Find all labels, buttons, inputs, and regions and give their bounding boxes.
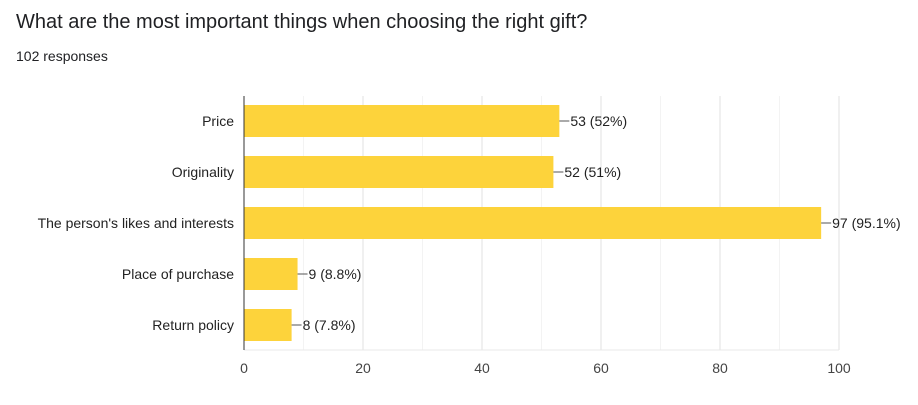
bar <box>244 105 560 137</box>
data-label: 8 (7.8%) <box>303 317 356 333</box>
data-label: 97 (95.1%) <box>832 215 900 231</box>
bar <box>244 258 298 290</box>
category-label: Return policy <box>152 317 234 333</box>
x-tick-label: 60 <box>593 360 609 376</box>
x-tick-label: 40 <box>474 360 490 376</box>
x-tick-label: 0 <box>240 360 248 376</box>
bar <box>244 309 292 341</box>
question-title: What are the most important things when … <box>16 11 588 33</box>
bar <box>244 156 554 188</box>
bar <box>244 207 822 239</box>
data-label: 9 (8.8%) <box>309 266 362 282</box>
x-tick-label: 80 <box>712 360 728 376</box>
x-tick-label: 100 <box>827 360 851 376</box>
category-label: Price <box>202 113 234 129</box>
data-label: 52 (51%) <box>564 164 621 180</box>
category-label: Originality <box>172 164 234 180</box>
x-tick-label: 20 <box>355 360 371 376</box>
category-label: The person's likes and interests <box>38 215 234 231</box>
response-count: 102 responses <box>16 48 108 64</box>
category-label: Place of purchase <box>122 266 234 282</box>
data-label: 53 (52%) <box>570 113 627 129</box>
